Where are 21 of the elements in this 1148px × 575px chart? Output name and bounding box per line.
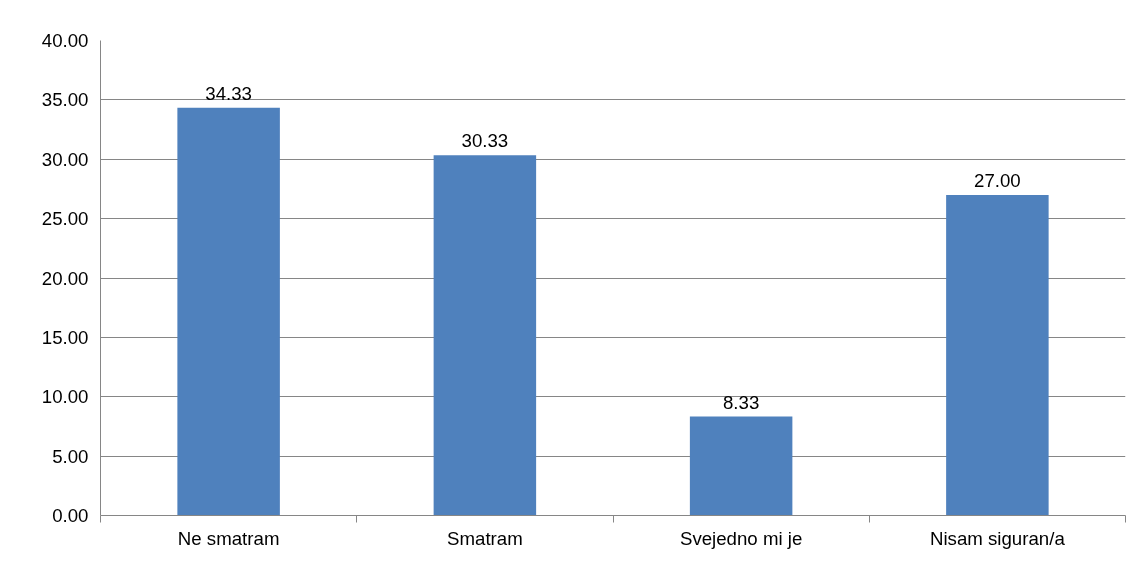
bar (946, 194, 1049, 516)
y-tick-label: 5.00 (52, 445, 89, 467)
y-tick-label: 35.00 (41, 89, 89, 111)
bar (689, 416, 793, 516)
x-tick-label: Ne smatram (177, 527, 280, 549)
y-tick-label: 40.00 (41, 30, 89, 51)
data-label: 8.33 (722, 391, 760, 413)
y-tick-label: 30.00 (41, 148, 89, 170)
data-label: 30.33 (461, 130, 509, 152)
y-tick-label: 20.00 (41, 267, 89, 289)
y-tick-label: 15.00 (41, 326, 89, 348)
x-tick-label: Nisam siguran/a (929, 527, 1066, 549)
y-tick-label: 0.00 (52, 505, 89, 526)
bar (433, 155, 537, 516)
x-tick-label: Svejedno mi je (679, 527, 803, 549)
y-tick-label: 10.00 (41, 386, 89, 408)
bar (177, 107, 280, 516)
data-label: 27.00 (974, 169, 1021, 191)
x-tick-label: Smatram (447, 527, 523, 549)
y-tick-label: 25.00 (41, 208, 89, 230)
data-label: 34.33 (205, 82, 252, 104)
